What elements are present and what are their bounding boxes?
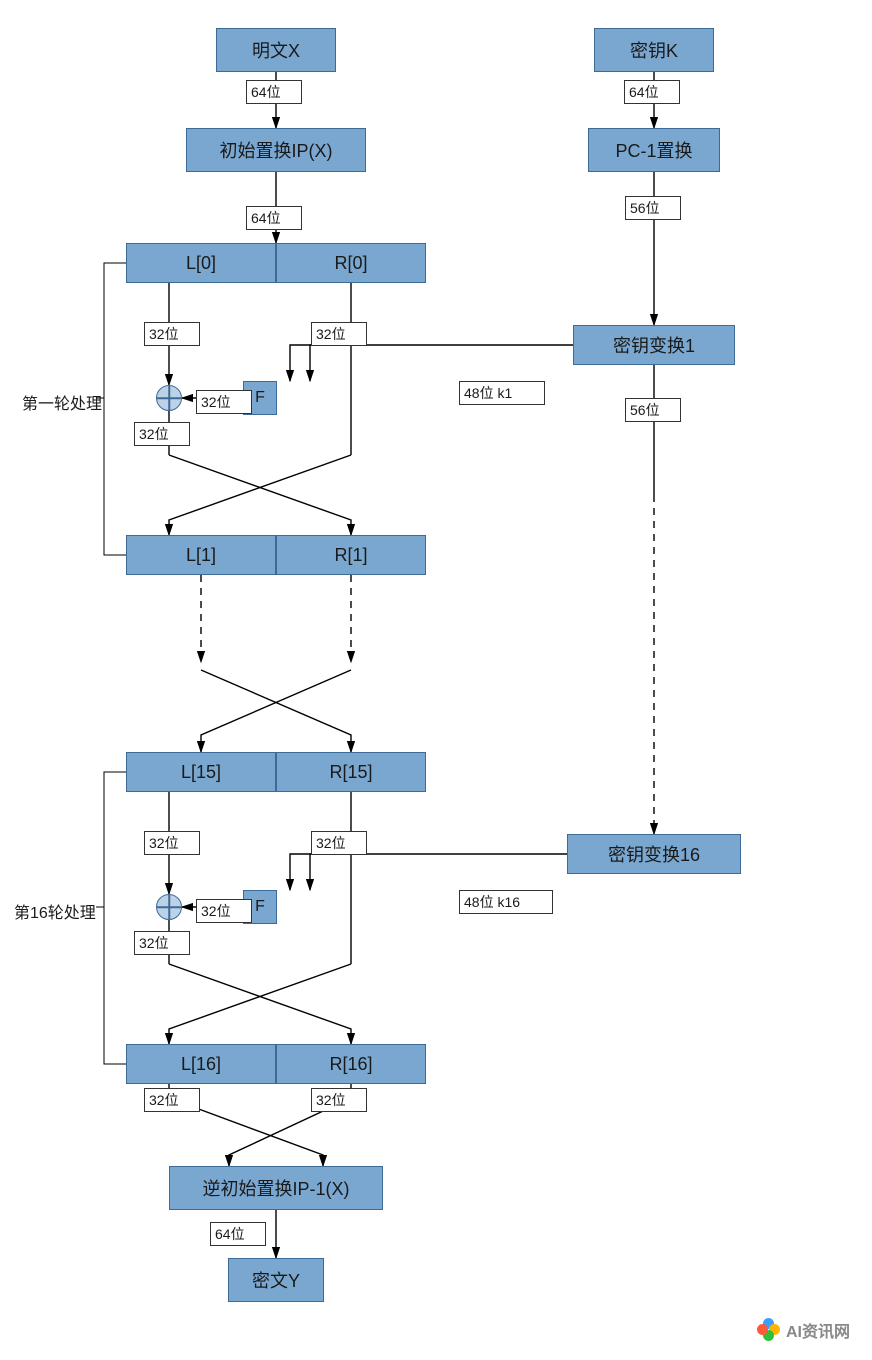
watermark-text: AI资讯网 (786, 1318, 850, 1342)
node-label: F (255, 389, 265, 407)
edge-label: 32位 (196, 390, 252, 414)
node-label: L[15] (181, 762, 221, 783)
edge-label: 32位 (134, 422, 190, 446)
edge-label: 32位 (311, 322, 367, 346)
node-label: 逆初始置换IP-1(X) (202, 1175, 349, 1201)
edge-label: 32位 (311, 831, 367, 855)
edge-label: 64位 (624, 80, 680, 104)
node-pc1: PC-1置换 (588, 128, 720, 172)
round-label-1: 第一轮处理 (22, 390, 102, 414)
node-label: R[0] (334, 253, 367, 274)
node-label: 密钥K (630, 37, 678, 63)
node-r0: R[0] (276, 243, 426, 283)
edge-label: 64位 (210, 1222, 266, 1246)
node-label: 初始置换IP(X) (219, 137, 332, 163)
edge-label: 48位 k16 (459, 890, 553, 914)
edge-label: 48位 k1 (459, 381, 545, 405)
node-label: 密文Y (252, 1267, 300, 1293)
xor-icon-round1 (156, 385, 182, 411)
round-label-16: 第16轮处理 (14, 899, 96, 923)
node-label: R[16] (329, 1054, 372, 1075)
node-label: 明文X (252, 37, 300, 63)
node-label: 密钥变换16 (608, 841, 700, 867)
node-key: 密钥K (594, 28, 714, 72)
node-l15: L[15] (126, 752, 276, 792)
node-label: F (255, 898, 265, 916)
node-label: L[16] (181, 1054, 221, 1075)
node-ip: 初始置换IP(X) (186, 128, 366, 172)
node-label: L[1] (186, 545, 216, 566)
edge-label: 64位 (246, 206, 302, 230)
node-plaintext: 明文X (216, 28, 336, 72)
node-kt1: 密钥变换1 (573, 325, 735, 365)
watermark: AI资讯网 (750, 1314, 858, 1346)
edge-label: 32位 (196, 899, 252, 923)
node-label: R[1] (334, 545, 367, 566)
edge-label: 32位 (311, 1088, 367, 1112)
node-r16: R[16] (276, 1044, 426, 1084)
node-r15: R[15] (276, 752, 426, 792)
edges-layer (0, 0, 872, 1360)
edge-label: 32位 (134, 931, 190, 955)
node-r1: R[1] (276, 535, 426, 575)
edge-label: 32位 (144, 322, 200, 346)
edge-label: 64位 (246, 80, 302, 104)
edge-label: 32位 (144, 1088, 200, 1112)
node-label: R[15] (329, 762, 372, 783)
node-l1: L[1] (126, 535, 276, 575)
node-ipinv: 逆初始置换IP-1(X) (169, 1166, 383, 1210)
node-l0: L[0] (126, 243, 276, 283)
flower-icon (758, 1319, 780, 1341)
node-label: PC-1置换 (615, 137, 692, 163)
edge-label: 32位 (144, 831, 200, 855)
edge-label: 56位 (625, 398, 681, 422)
node-label: L[0] (186, 253, 216, 274)
des-flowchart: 明文X 初始置换IP(X) L[0] R[0] F L[1] R[1] L[15… (0, 0, 872, 1360)
node-kt16: 密钥变换16 (567, 834, 741, 874)
xor-icon-round16 (156, 894, 182, 920)
node-label: 密钥变换1 (613, 332, 695, 358)
node-l16: L[16] (126, 1044, 276, 1084)
node-ciphertext: 密文Y (228, 1258, 324, 1302)
edge-label: 56位 (625, 196, 681, 220)
